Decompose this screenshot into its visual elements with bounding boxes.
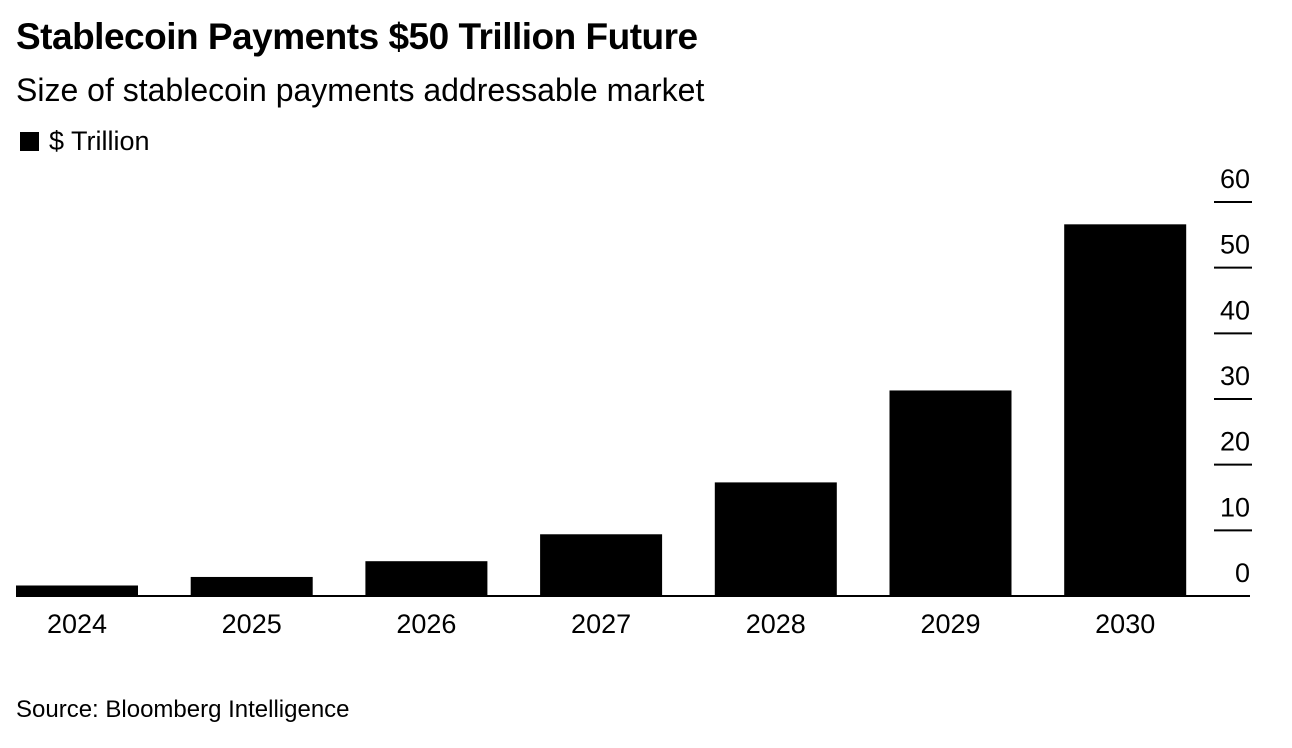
bar — [16, 585, 138, 596]
y-tick-label: 60 — [1220, 164, 1250, 194]
x-tick-label: 2030 — [1095, 609, 1155, 639]
y-tick-label: 50 — [1220, 230, 1250, 260]
legend-label: $ Trillion — [49, 126, 150, 156]
x-tick-label: 2026 — [396, 609, 456, 639]
bar — [1064, 224, 1187, 596]
bar — [365, 561, 488, 596]
x-tick-label: 2028 — [746, 609, 806, 639]
y-tick-label: 30 — [1220, 361, 1250, 391]
x-tick-label: 2024 — [47, 609, 107, 639]
bar — [540, 534, 663, 596]
chart-title: Stablecoin Payments $50 Trillion Future — [16, 16, 698, 57]
bar — [889, 390, 1012, 596]
y-tick-label: 40 — [1220, 295, 1250, 325]
y-tick-label: 10 — [1220, 492, 1250, 522]
bar — [714, 482, 837, 596]
y-tick-label: 0 — [1235, 558, 1250, 588]
x-tick-label: 2029 — [920, 609, 980, 639]
chart-legend: $ Trillion — [20, 124, 150, 158]
source-note: Source: Bloomberg Intelligence — [16, 696, 350, 723]
legend-swatch — [20, 131, 39, 151]
chart-subtitle: Size of stablecoin payments addressable … — [16, 72, 705, 108]
x-tick-label: 2027 — [571, 609, 631, 639]
x-tick-label: 2025 — [222, 609, 282, 639]
y-tick-label: 20 — [1220, 427, 1250, 457]
bar — [190, 576, 313, 596]
